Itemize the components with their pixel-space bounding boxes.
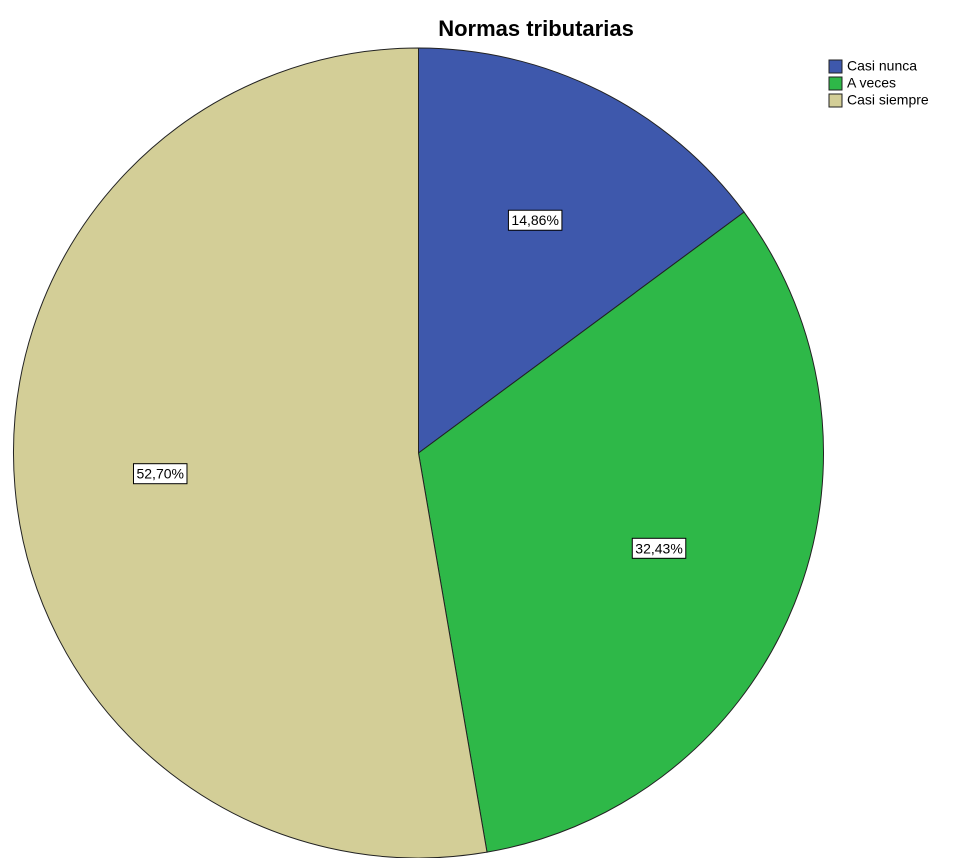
legend-swatch <box>828 76 843 91</box>
data-label-box <box>507 209 563 231</box>
data-label-box <box>132 463 188 485</box>
data-label: 14,86% <box>511 212 558 228</box>
data-label-box <box>631 537 687 559</box>
pie-slice <box>418 47 745 454</box>
data-label: 32,43% <box>635 540 682 556</box>
legend-label: Casi siempre <box>847 92 929 108</box>
pie-slice <box>417 211 824 853</box>
legend-label: Casi nunca <box>847 58 917 74</box>
legend-swatch <box>828 93 843 108</box>
pie-slice <box>12 47 488 858</box>
chart-title: Normas tributarias <box>438 16 634 41</box>
data-label: 52,70% <box>136 466 183 482</box>
legend-label: A veces <box>847 75 896 91</box>
legend-swatch <box>828 59 843 74</box>
